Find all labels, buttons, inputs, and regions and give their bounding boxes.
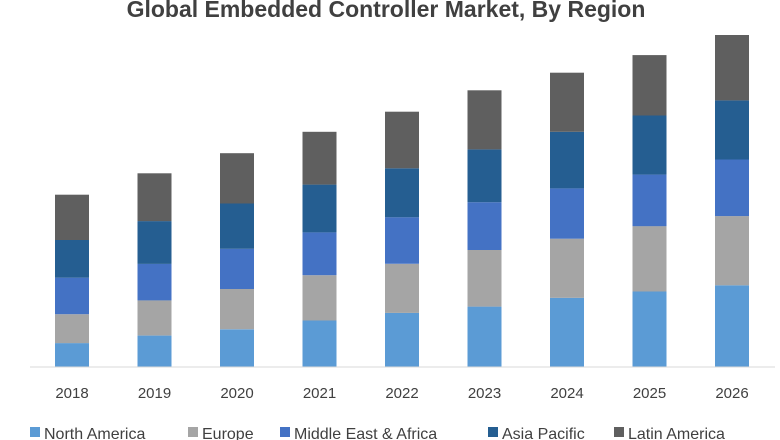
legend: North America Europe Middle East & Africa A… (30, 426, 725, 440)
bar-segment-middle-east-africa-2018 (55, 277, 89, 315)
legend-label-latin-america: Latin America (628, 426, 725, 440)
legend-label-europe: Europe (202, 426, 254, 440)
bar-segment-latin-america-2026 (715, 35, 749, 101)
bar-segment-north-america-2022 (385, 312, 419, 367)
bar-segment-asia-pacific-2025 (632, 115, 667, 175)
chart-title: Global Embedded Controller Market, By Re… (127, 0, 646, 22)
bar-segment-middle-east-africa-2025 (632, 174, 667, 227)
x-tick-label-2022: 2022 (385, 385, 418, 402)
bar-segment-asia-pacific-2020 (220, 203, 254, 249)
bar-segment-north-america-2021 (302, 320, 337, 367)
bar-segment-europe-2019 (137, 300, 172, 336)
bar-segment-asia-pacific-2024 (550, 131, 584, 189)
bar-segment-asia-pacific-2026 (715, 100, 749, 160)
bar-segment-latin-america-2024 (550, 72, 584, 132)
bar-segment-middle-east-africa-2024 (550, 188, 584, 239)
bar-segment-latin-america-2019 (137, 173, 172, 222)
bar-segment-latin-america-2025 (632, 55, 667, 116)
bar-segment-middle-east-africa-2020 (220, 248, 254, 289)
legend-label-middle-east-africa: Middle East & Africa (294, 426, 437, 440)
bar-segment-europe-2023 (467, 250, 502, 307)
x-tick-label-2026: 2026 (715, 385, 748, 402)
bar-segment-north-america-2024 (550, 297, 584, 367)
x-axis-ticks: 2018 2019 2020 2021 2022 2023 2024 2025 2026 (55, 385, 748, 402)
bar-segment-middle-east-africa-2026 (715, 159, 749, 217)
bar-segment-europe-2024 (550, 238, 584, 298)
x-tick-label-2025: 2025 (633, 385, 666, 402)
bar-segment-europe-2025 (632, 226, 667, 292)
legend-swatch-north-america (30, 427, 40, 437)
bar-segment-asia-pacific-2019 (137, 221, 172, 264)
legend-label-asia-pacific: Asia Pacific (502, 426, 585, 440)
bar-segment-north-america-2018 (55, 343, 89, 367)
x-tick-label-2018: 2018 (55, 385, 88, 402)
bar-segment-europe-2020 (220, 289, 254, 330)
legend-swatch-middle-east-africa (280, 427, 290, 437)
x-tick-label-2024: 2024 (550, 385, 583, 402)
x-tick-label-2020: 2020 (220, 385, 253, 402)
bar-segment-latin-america-2020 (220, 153, 254, 204)
bar-segment-europe-2018 (55, 314, 89, 344)
plot-area (55, 35, 749, 368)
bar-segment-north-america-2020 (220, 329, 254, 367)
bar-segment-middle-east-africa-2022 (385, 217, 419, 264)
bar-segment-europe-2022 (385, 263, 419, 313)
legend-swatch-europe (188, 427, 198, 437)
legend-swatch-latin-america (614, 427, 624, 437)
bar-segment-middle-east-africa-2019 (137, 263, 172, 301)
bar-segment-middle-east-africa-2023 (467, 202, 502, 250)
bar-segment-north-america-2023 (467, 306, 502, 367)
x-tick-label-2023: 2023 (468, 385, 501, 402)
bar-segment-middle-east-africa-2021 (302, 232, 337, 276)
bar-segment-north-america-2025 (632, 291, 667, 367)
bar-segment-latin-america-2022 (385, 111, 419, 169)
bar-segment-asia-pacific-2018 (55, 240, 89, 278)
x-tick-label-2021: 2021 (303, 385, 336, 402)
bar-segment-north-america-2026 (715, 285, 749, 368)
legend-label-north-america: North America (44, 426, 145, 440)
bar-segment-europe-2021 (302, 275, 337, 321)
bar-segment-asia-pacific-2023 (467, 149, 502, 203)
bar-segment-asia-pacific-2021 (302, 184, 337, 233)
bar-segment-asia-pacific-2022 (385, 168, 419, 218)
bar-segment-latin-america-2018 (55, 194, 89, 240)
bar-segment-latin-america-2023 (467, 90, 502, 150)
bar-segment-latin-america-2021 (302, 131, 337, 185)
bar-segment-europe-2026 (715, 216, 749, 286)
legend-swatch-asia-pacific (488, 427, 498, 437)
x-tick-label-2019: 2019 (138, 385, 171, 402)
bar-segment-north-america-2019 (137, 335, 172, 367)
